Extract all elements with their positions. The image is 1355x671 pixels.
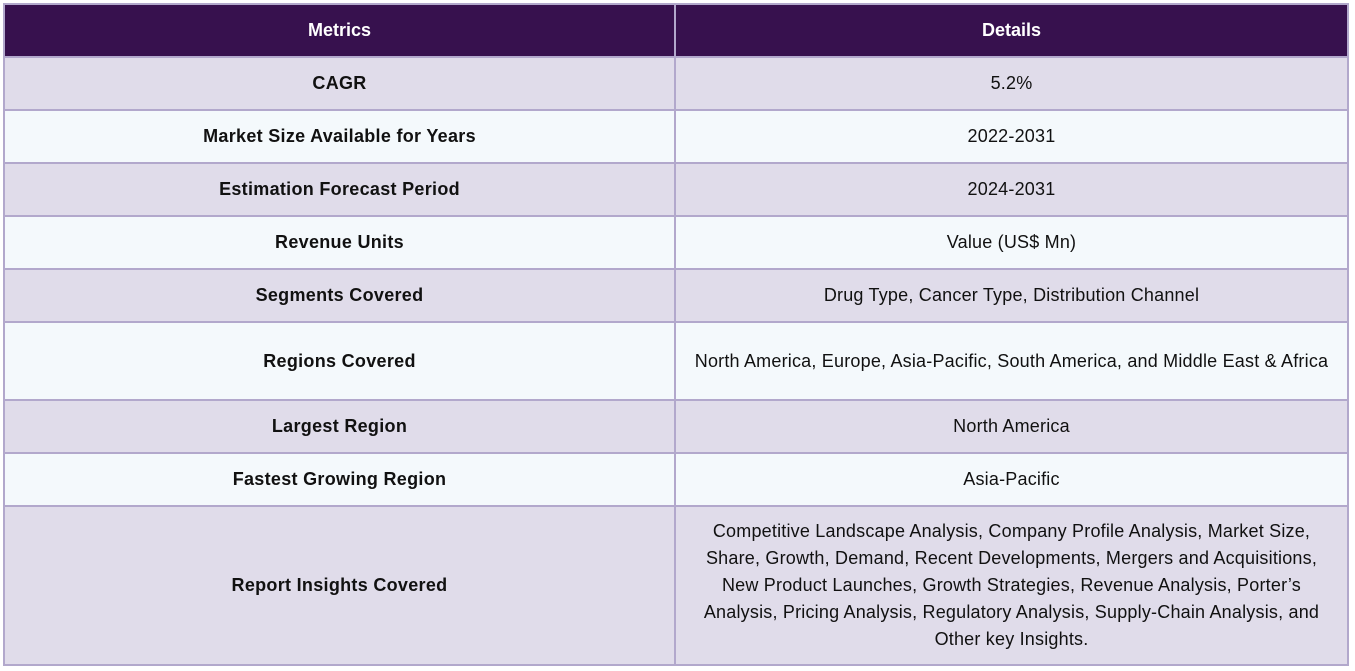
table-row: Revenue Units Value (US$ Mn) bbox=[3, 215, 1349, 270]
detail-cell: North America bbox=[674, 399, 1349, 454]
table-row: Market Size Available for Years 2022-203… bbox=[3, 109, 1349, 164]
metric-cell: CAGR bbox=[3, 56, 676, 111]
table-row: Segments Covered Drug Type, Cancer Type,… bbox=[3, 268, 1349, 323]
table-row: Largest Region North America bbox=[3, 399, 1349, 454]
detail-cell: Value (US$ Mn) bbox=[674, 215, 1349, 270]
header-metrics: Metrics bbox=[3, 3, 676, 58]
table-row: Estimation Forecast Period 2024-2031 bbox=[3, 162, 1349, 217]
table-row: Report Insights Covered Competitive Land… bbox=[3, 505, 1349, 666]
table-header-row: Metrics Details bbox=[3, 3, 1349, 58]
detail-cell: Competitive Landscape Analysis, Company … bbox=[674, 505, 1349, 666]
table-row: Regions Covered North America, Europe, A… bbox=[3, 321, 1349, 401]
detail-cell: 5.2% bbox=[674, 56, 1349, 111]
detail-cell: 2024-2031 bbox=[674, 162, 1349, 217]
detail-cell: Drug Type, Cancer Type, Distribution Cha… bbox=[674, 268, 1349, 323]
detail-cell: 2022-2031 bbox=[674, 109, 1349, 164]
report-metrics-table: Metrics Details CAGR 5.2% Market Size Av… bbox=[3, 3, 1349, 666]
detail-cell: Asia-Pacific bbox=[674, 452, 1349, 507]
metric-cell: Market Size Available for Years bbox=[3, 109, 676, 164]
metric-cell: Report Insights Covered bbox=[3, 505, 676, 666]
metric-cell: Largest Region bbox=[3, 399, 676, 454]
metric-cell: Regions Covered bbox=[3, 321, 676, 401]
metric-cell: Estimation Forecast Period bbox=[3, 162, 676, 217]
table-row: CAGR 5.2% bbox=[3, 56, 1349, 111]
table-row: Fastest Growing Region Asia-Pacific bbox=[3, 452, 1349, 507]
metric-cell: Segments Covered bbox=[3, 268, 676, 323]
header-details: Details bbox=[674, 3, 1349, 58]
metric-cell: Fastest Growing Region bbox=[3, 452, 676, 507]
metric-cell: Revenue Units bbox=[3, 215, 676, 270]
detail-cell: North America, Europe, Asia-Pacific, Sou… bbox=[674, 321, 1349, 401]
